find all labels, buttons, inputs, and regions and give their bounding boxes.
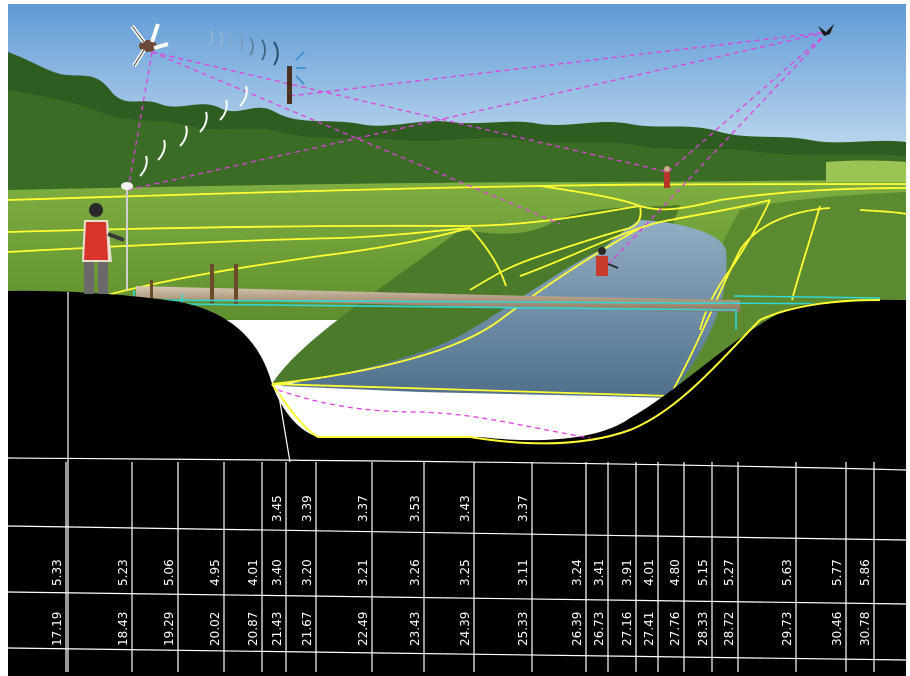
tree-canopy-highlights bbox=[8, 90, 906, 200]
depth-label: 3.91 bbox=[620, 559, 634, 586]
riverbed-profile bbox=[271, 299, 881, 445]
depth-label: 4.01 bbox=[642, 559, 656, 586]
distance-label: 19.29 bbox=[162, 612, 176, 646]
elevation-label: 3.39 bbox=[300, 495, 314, 522]
depth-label: 5.86 bbox=[858, 559, 872, 586]
depth-label: 3.21 bbox=[356, 559, 370, 586]
signal-arcs bbox=[139, 29, 279, 177]
elevation-label: 3.45 bbox=[270, 495, 284, 522]
depth-label: 3.41 bbox=[592, 559, 606, 586]
depth-label: 5.15 bbox=[696, 559, 710, 586]
depth-label: 5.27 bbox=[722, 559, 736, 586]
riverbank-vegetation-left bbox=[272, 205, 680, 384]
depth-label: 5.33 bbox=[50, 559, 64, 586]
water-surface-profile bbox=[277, 389, 591, 439]
cross-section-ground bbox=[8, 290, 906, 676]
grid-verticals bbox=[65, 292, 875, 672]
depth-label: 5.23 bbox=[116, 559, 130, 586]
river-water bbox=[280, 220, 727, 398]
elevation-label: 3.43 bbox=[458, 495, 472, 522]
bird-icon bbox=[818, 24, 834, 36]
distance-label: 25.33 bbox=[516, 612, 530, 646]
distance-label: 26.73 bbox=[592, 612, 606, 646]
depth-label: 4.01 bbox=[246, 559, 260, 586]
depth-label: 3.20 bbox=[300, 559, 314, 586]
pipe-bridge bbox=[136, 264, 740, 312]
measurement-grid bbox=[7, 389, 907, 661]
distance-label: 28.33 bbox=[696, 612, 710, 646]
distance-label: 21.43 bbox=[270, 612, 284, 646]
distance-labels: 17.19 18.43 19.29 20.02 20.87 21.43 21.67 22.49… bbox=[50, 612, 872, 646]
distance-label: 18.43 bbox=[116, 612, 130, 646]
depth-label: 4.95 bbox=[208, 559, 222, 586]
riverbank-vegetation-right bbox=[660, 192, 906, 395]
distance-label: 26.39 bbox=[570, 612, 584, 646]
distance-label: 23.43 bbox=[408, 612, 422, 646]
depth-label: 3.26 bbox=[408, 559, 422, 586]
elevation-label: 3.53 bbox=[408, 495, 422, 522]
distance-label: 29.73 bbox=[780, 612, 794, 646]
antenna-icon bbox=[287, 51, 306, 104]
elevation-label: 3.37 bbox=[516, 495, 530, 522]
surveyor-icon bbox=[82, 166, 670, 294]
elevation-label: 3.37 bbox=[356, 495, 370, 522]
distance-label: 20.02 bbox=[208, 612, 222, 646]
depth-label: 3.24 bbox=[570, 559, 584, 586]
depth-label: 5.63 bbox=[780, 559, 794, 586]
distance-label: 27.76 bbox=[668, 612, 682, 646]
distance-label: 20.87 bbox=[246, 612, 260, 646]
distance-label: 27.16 bbox=[620, 612, 634, 646]
depth-label: 4.80 bbox=[668, 559, 682, 586]
radio-links bbox=[127, 31, 829, 269]
depth-labels: 5.33 5.23 5.06 4.95 4.01 3.40 3.20 3.21 3.26 3.25… bbox=[50, 559, 872, 586]
distance-label: 27.41 bbox=[642, 612, 656, 646]
depth-label: 3.25 bbox=[458, 559, 472, 586]
elevation-labels: 3.45 3.39 3.37 3.53 3.43 3.37 bbox=[270, 495, 530, 522]
depth-label: 5.06 bbox=[162, 559, 176, 586]
depth-label: 3.11 bbox=[516, 559, 530, 586]
distance-label: 22.49 bbox=[356, 612, 370, 646]
drone-icon bbox=[130, 23, 169, 68]
depth-label: 5.77 bbox=[830, 559, 844, 586]
distance-label: 28.72 bbox=[722, 612, 736, 646]
distance-label: 21.67 bbox=[300, 612, 314, 646]
depth-label: 3.40 bbox=[270, 559, 284, 586]
distance-label: 17.19 bbox=[50, 612, 64, 646]
meadow-far-right bbox=[826, 160, 906, 182]
distance-label: 30.46 bbox=[830, 612, 844, 646]
distance-label: 30.78 bbox=[858, 612, 872, 646]
distance-label: 24.39 bbox=[458, 612, 472, 646]
